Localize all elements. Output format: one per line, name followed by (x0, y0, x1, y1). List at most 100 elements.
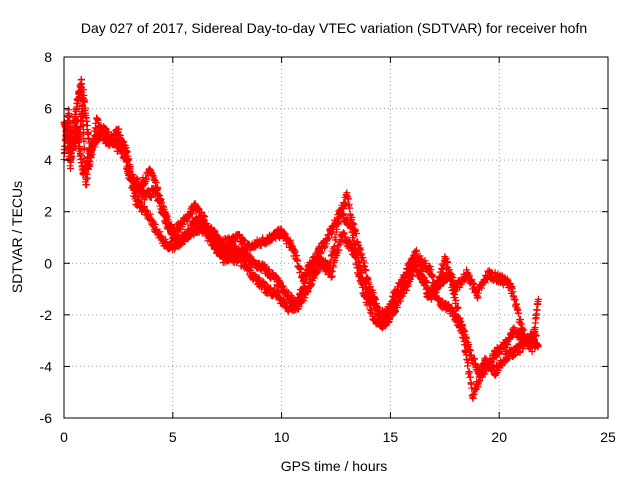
data-point (352, 241, 360, 249)
data-point (73, 127, 81, 135)
x-tick-label: 20 (491, 429, 507, 445)
data-point (161, 212, 169, 220)
data-point (465, 271, 473, 279)
data-point (517, 315, 525, 323)
data-point (534, 342, 542, 350)
data-point (445, 266, 453, 274)
series-track-a (60, 75, 542, 356)
data-point (340, 230, 348, 238)
x-tick-label: 10 (274, 429, 290, 445)
data-point (449, 282, 457, 290)
data-point (287, 292, 295, 300)
y-tick-label: -2 (40, 307, 53, 323)
data-point (431, 288, 439, 296)
y-tick-label: 6 (44, 101, 52, 117)
x-tick-label: 0 (60, 429, 68, 445)
data-point (291, 247, 299, 255)
data-point (83, 122, 91, 130)
data-point (123, 155, 131, 163)
data-point (450, 286, 458, 294)
data-point (327, 230, 335, 238)
data-point (336, 240, 344, 248)
data-point (301, 294, 309, 302)
data-point (67, 150, 75, 158)
data-point (325, 234, 333, 242)
data-point (153, 189, 161, 197)
data-points (60, 75, 542, 402)
data-point (282, 230, 290, 238)
data-point (534, 295, 542, 303)
data-point (447, 276, 455, 284)
data-point (465, 345, 473, 353)
data-point (308, 280, 316, 288)
data-point (458, 329, 466, 337)
data-point (464, 359, 472, 367)
data-point (168, 228, 176, 236)
data-point (388, 300, 396, 308)
data-point (154, 191, 162, 199)
data-point (275, 289, 283, 297)
data-point (505, 354, 513, 362)
data-point (418, 267, 426, 275)
chart-title: Day 027 of 2017, Sidereal Day-to-day VTE… (81, 20, 587, 36)
data-point (511, 296, 519, 304)
data-point (200, 216, 208, 224)
data-point (242, 258, 250, 266)
plot-frame (63, 56, 609, 419)
data-point (346, 204, 354, 212)
data-point (67, 165, 75, 173)
data-point (152, 179, 160, 187)
y-tick-label: 2 (44, 204, 52, 220)
data-point (191, 222, 199, 230)
data-point (507, 283, 515, 291)
grid-lines (64, 57, 608, 418)
data-point (433, 285, 441, 293)
data-point (340, 210, 348, 218)
data-point (528, 348, 536, 356)
data-point (344, 195, 352, 203)
data-point (358, 277, 366, 285)
data-point (518, 331, 526, 339)
data-point (120, 146, 128, 154)
data-point (458, 322, 466, 330)
data-point (352, 254, 360, 262)
y-tick-label: 0 (44, 255, 52, 271)
data-point (61, 148, 69, 156)
data-point (451, 310, 459, 318)
data-point (452, 296, 460, 304)
data-point (335, 246, 343, 254)
data-point (413, 246, 421, 254)
data-point (129, 185, 137, 193)
data-point (83, 181, 91, 189)
data-point (81, 98, 89, 106)
data-point (530, 336, 538, 344)
axis-ticks: 0 5 10 15 20 25 -6 -4 -2 0 2 4 6 8 (40, 49, 616, 445)
data-point (151, 220, 159, 228)
data-point (468, 276, 476, 284)
data-point (210, 238, 218, 246)
data-point (202, 226, 210, 234)
data-point (137, 199, 145, 207)
data-point (477, 369, 485, 377)
data-point (113, 139, 121, 147)
data-point (455, 316, 463, 324)
data-point (78, 112, 86, 120)
x-tick-label: 25 (600, 429, 616, 445)
y-axis-label: SDTVAR / TECUs (9, 181, 25, 293)
data-point (358, 283, 366, 291)
data-point (422, 279, 430, 287)
x-tick-label: 15 (383, 429, 399, 445)
data-point (156, 197, 164, 205)
data-point (143, 175, 151, 183)
data-point (429, 273, 437, 281)
x-tick-label: 5 (169, 429, 177, 445)
data-point (116, 134, 124, 142)
data-point (448, 305, 456, 313)
y-tick-label: -6 (40, 410, 53, 426)
data-point (354, 264, 362, 272)
y-tick-label: -4 (40, 358, 53, 374)
data-point (426, 263, 434, 271)
x-axis-label: GPS time / hours (281, 458, 388, 474)
series-track-b (62, 86, 540, 381)
